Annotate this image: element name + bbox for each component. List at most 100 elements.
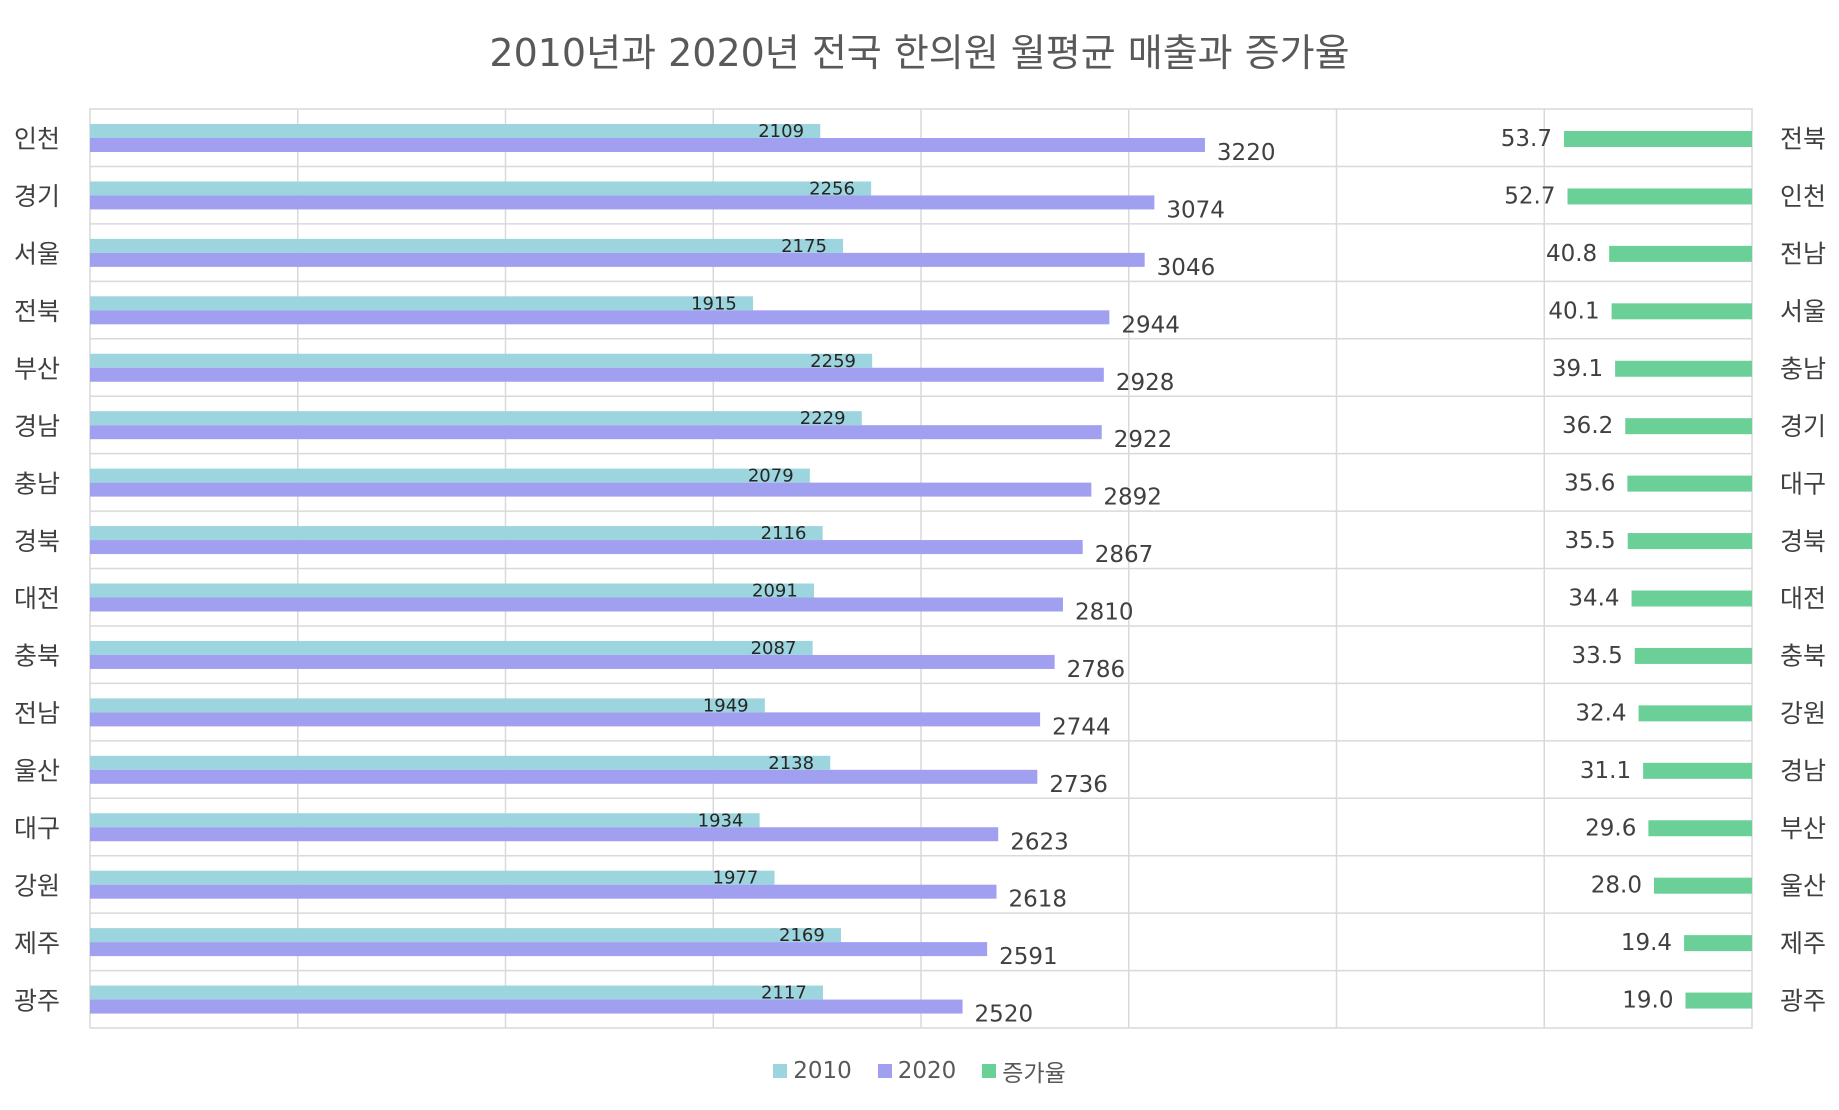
data-label-growth: 33.5 [1572,643,1623,669]
data-label-2020: 2744 [1052,714,1111,740]
category-label-right: 경기 [1780,412,1826,441]
data-label-growth: 40.8 [1546,241,1597,267]
bar-2020 [90,884,997,899]
legend-label-growth: 증가율 [1002,1061,1066,1087]
bar-2010 [90,583,815,598]
category-label-left: 광주 [14,986,60,1015]
data-label-2010: 2079 [748,466,794,487]
bar-2010 [90,296,754,311]
category-label-left: 인천 [14,125,60,154]
category-label-left: 경남 [14,412,60,441]
bar-growth [1685,992,1752,1009]
bar-2020 [90,827,999,842]
data-label-growth: 52.7 [1504,183,1555,209]
bar-2020 [90,769,1038,784]
bar-2020 [90,482,1092,497]
bar-2010 [90,698,765,713]
bar-2010 [90,411,862,426]
data-label-growth: 31.1 [1580,758,1631,784]
data-label-2010: 2138 [768,753,814,774]
legend-item-2010: 2010 [773,1054,852,1088]
category-label-right: 대전 [1780,584,1826,613]
data-label-2020: 2591 [999,944,1058,970]
bar-2020 [90,138,1205,152]
data-label-growth: 29.6 [1585,815,1636,841]
data-label-2020: 3074 [1166,197,1225,223]
bar-growth [1643,762,1752,779]
data-label-2020: 2928 [1116,370,1175,396]
legend-item-2020: 2020 [877,1054,957,1088]
data-label-growth: 36.2 [1562,413,1613,439]
bar-growth [1634,647,1752,664]
data-label-2020: 3220 [1217,140,1276,166]
data-label-2010: 2116 [761,523,807,544]
bar-growth [1653,877,1752,894]
bar-growth [1609,245,1752,262]
bar-growth [1615,360,1752,377]
legend: 2010 2020 증가율 [0,1054,1839,1088]
data-label-2010: 2091 [752,581,798,602]
bars-layer [90,124,1752,1014]
data-label-2010: 1977 [713,868,759,889]
data-label-2020: 2892 [1103,485,1162,511]
data-label-2020: 2618 [1008,887,1067,913]
bar-2020 [90,367,1104,382]
bar-2010 [90,928,842,943]
category-label-left: 대구 [14,814,60,843]
bar-2020 [90,540,1083,555]
data-label-2010: 1949 [703,695,749,716]
category-label-left: 서울 [14,240,60,269]
data-label-2010: 2087 [751,638,797,659]
category-label-right: 제주 [1780,929,1826,958]
category-label-right: 울산 [1780,871,1826,900]
chart-title: 2010년과 2020년 전국 한의원 월평균 매출과 증가율 [489,31,1350,75]
data-label-2010: 2175 [781,236,827,257]
data-label-growth: 35.5 [1564,528,1615,554]
data-label-2020: 2944 [1121,312,1180,338]
bar-2020 [90,252,1145,267]
category-label-right: 대구 [1780,469,1826,498]
data-label-2020: 2922 [1114,427,1173,453]
legend-label-2020: 2020 [897,1058,957,1084]
bar-growth [1611,303,1752,320]
data-label-growth: 53.7 [1501,126,1552,152]
category-label-left: 충북 [14,642,60,671]
category-label-right: 전남 [1780,240,1826,269]
category-label-right: 서울 [1780,297,1826,326]
data-label-growth: 28.0 [1591,873,1642,899]
bar-2020 [90,999,963,1014]
bar-2020 [90,654,1055,669]
bar-2020 [90,310,1110,325]
category-label-left: 강원 [14,871,60,900]
data-label-growth: 19.0 [1622,988,1673,1014]
data-label-2010: 2109 [758,121,804,142]
bar-growth [1631,590,1752,607]
data-label-2020: 2786 [1067,657,1126,683]
data-label-2010: 2229 [800,408,846,429]
data-label-2020: 2623 [1010,829,1069,855]
data-label-growth: 39.1 [1552,356,1603,382]
category-label-left: 대전 [14,584,60,613]
bar-growth [1625,418,1752,435]
data-label-2020: 3046 [1157,255,1216,281]
bar-2010 [90,468,810,483]
category-label-right: 인천 [1780,182,1826,211]
category-label-right: 경남 [1780,757,1826,786]
category-label-left: 울산 [14,757,60,786]
legend-label-2010: 2010 [793,1058,852,1084]
legend-swatch-growth [982,1064,997,1078]
data-label-2020: 2810 [1075,600,1134,626]
bar-2020 [90,712,1041,727]
data-label-growth: 40.1 [1548,298,1599,324]
bar-2020 [90,425,1102,440]
data-label-2010: 2117 [761,983,807,1004]
category-label-left: 충남 [14,469,60,498]
category-label-left: 부산 [14,354,60,383]
category-label-right: 부산 [1780,814,1826,843]
bar-2020 [90,597,1063,612]
data-label-2020: 2867 [1095,542,1154,568]
data-label-2010: 2259 [810,351,856,372]
data-label-2020: 2736 [1049,772,1108,798]
bar-2010 [90,526,823,541]
